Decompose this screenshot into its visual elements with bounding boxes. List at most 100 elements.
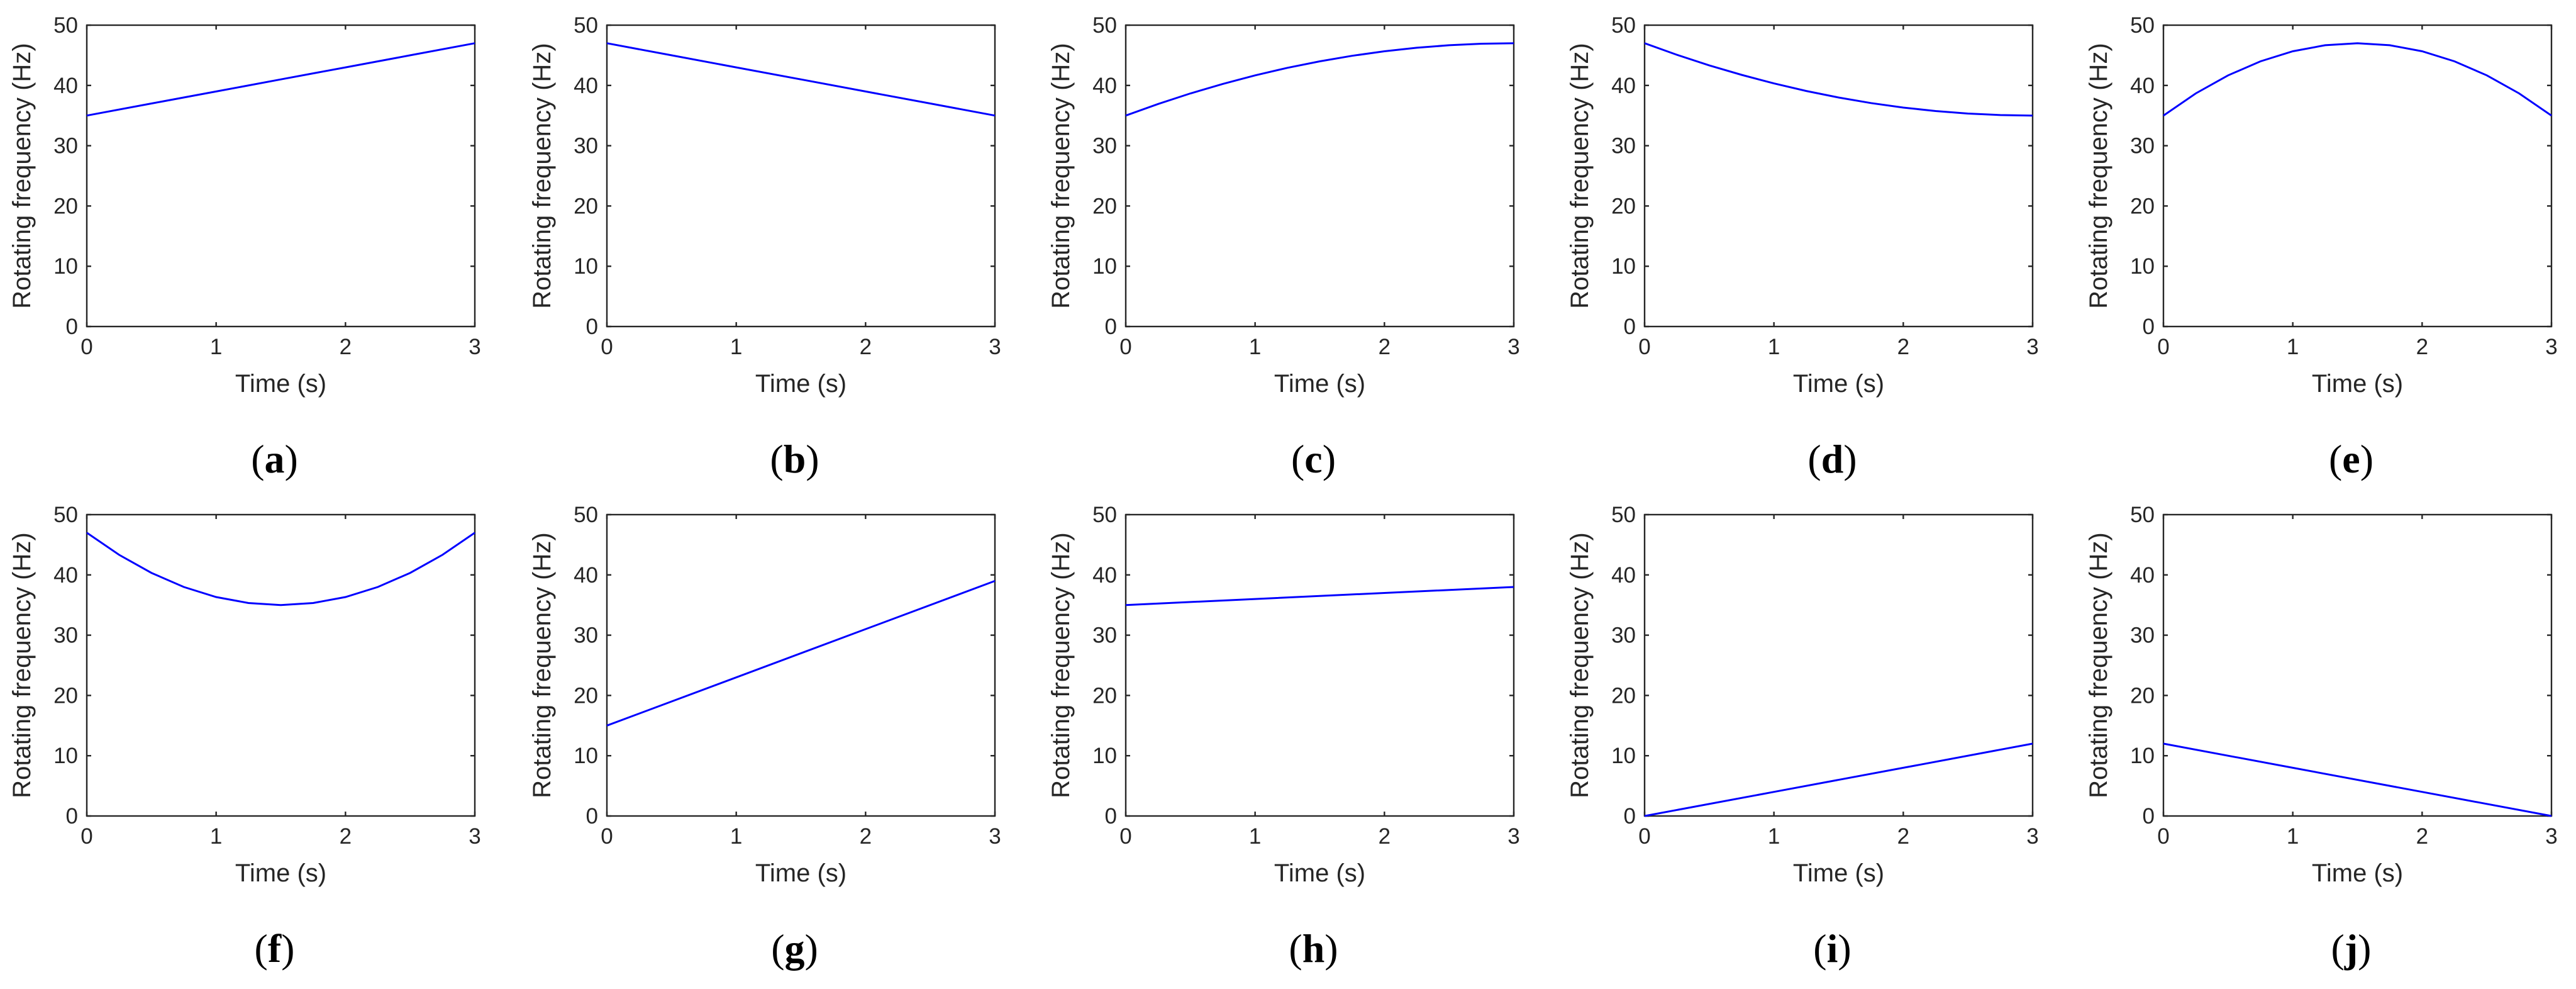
y-tick-label: 0 [586,804,598,829]
x-tick-label: 0 [601,335,613,359]
y-axis-label: Rotating frequency (Hz) [2085,532,2112,798]
x-tick-label: 0 [80,824,92,849]
x-axis-label: Time (s) [1274,370,1365,398]
x-tick-label: 3 [989,824,1001,849]
x-tick-label: 3 [2026,824,2038,849]
y-tick-label: 50 [574,503,598,527]
x-tick-label: 3 [2026,335,2038,359]
x-tick-label: 0 [601,824,613,849]
x-tick-label: 2 [340,335,352,359]
y-tick-label: 20 [1611,194,1636,218]
x-tick-label: 2 [1897,824,1909,849]
x-tick-label: 1 [730,335,742,359]
plot-frame [2162,513,2553,817]
x-axis-label: Time (s) [755,370,847,398]
x-tick-label: 1 [1768,824,1780,849]
y-tick-label: 10 [2130,744,2155,768]
y-tick-label: 0 [1105,315,1117,339]
y-tick-label: 20 [2130,683,2155,708]
plot-frame [1643,513,2034,817]
y-axis-label: Rotating frequency (Hz) [2085,43,2112,308]
x-tick-label: 0 [1119,824,1131,849]
y-tick-label: 10 [1611,744,1636,768]
panel-letter: d [1821,437,1844,481]
x-tick-label: 2 [2416,824,2428,849]
panel-letter: b [784,437,806,481]
y-tick-label: 40 [574,563,598,588]
series-line-f [86,532,475,606]
x-axis-label: Time (s) [1793,859,1884,887]
y-tick-label: 40 [1092,74,1117,98]
panel-letter: i [1827,926,1838,971]
x-tick-label: 0 [80,335,92,359]
y-tick-label: 20 [574,683,598,708]
y-axis-label: Rotating frequency (Hz) [1566,532,1594,798]
y-tick-label: 0 [2143,804,2155,829]
x-tick-label: 0 [1638,335,1650,359]
panel-letter: a [265,437,285,481]
y-tick-label: 10 [574,254,598,279]
plot-frame [1124,513,1515,817]
y-tick-label: 0 [66,804,78,829]
y-tick-label: 0 [1624,315,1636,339]
y-tick-label: 20 [574,194,598,218]
y-tick-label: 50 [53,13,78,38]
y-tick-label: 40 [1611,563,1636,588]
y-tick-label: 40 [1092,563,1117,588]
x-tick-label: 3 [469,824,480,849]
y-tick-label: 20 [1092,194,1117,218]
x-tick-label: 0 [2157,335,2169,359]
panel-letter: f [268,926,282,971]
x-tick-label: 3 [2545,824,2557,849]
x-tick-label: 2 [340,824,352,849]
y-tick-label: 40 [2130,563,2155,588]
y-axis-label: Rotating frequency (Hz) [528,532,556,798]
x-tick-label: 2 [1379,824,1391,849]
y-tick-label: 20 [1611,683,1636,708]
y-tick-label: 0 [1624,804,1636,829]
x-tick-label: 3 [469,335,480,359]
y-tick-label: 30 [1611,134,1636,159]
y-tick-label: 30 [53,623,78,648]
series-line-b [606,42,996,117]
plot-frame [1643,24,2034,328]
y-axis-label: Rotating frequency (Hz) [8,532,36,798]
x-tick-label: 1 [730,824,742,849]
y-tick-label: 20 [1092,683,1117,708]
y-tick-label: 50 [1092,13,1117,38]
x-tick-label: 2 [1897,335,1909,359]
panel-letter: g [785,926,805,971]
x-axis-label: Time (s) [235,859,326,887]
y-tick-label: 40 [2130,74,2155,98]
y-tick-label: 0 [586,315,598,339]
y-axis-label: Rotating frequency (Hz) [8,43,36,308]
x-tick-label: 1 [1249,824,1261,849]
y-tick-label: 40 [53,563,78,588]
x-axis-label: Time (s) [1274,859,1365,887]
y-tick-label: 50 [2130,503,2155,527]
x-tick-label: 3 [989,335,1001,359]
x-tick-label: 3 [1507,335,1519,359]
x-tick-label: 2 [2416,335,2428,359]
panel-letter: h [1302,926,1325,971]
y-tick-label: 30 [2130,623,2155,648]
series-line-i [1644,742,2033,817]
panel-label: (c) [1291,437,1336,481]
x-tick-label: 1 [210,824,222,849]
y-tick-label: 20 [2130,194,2155,218]
x-tick-label: 1 [210,335,222,359]
series-line-e [2163,42,2552,116]
panel-label: (i) [1813,926,1851,971]
y-tick-label: 50 [2130,13,2155,38]
x-axis-label: Time (s) [2312,370,2403,398]
y-axis-label: Rotating frequency (Hz) [1566,43,1594,308]
y-tick-label: 0 [2143,315,2155,339]
